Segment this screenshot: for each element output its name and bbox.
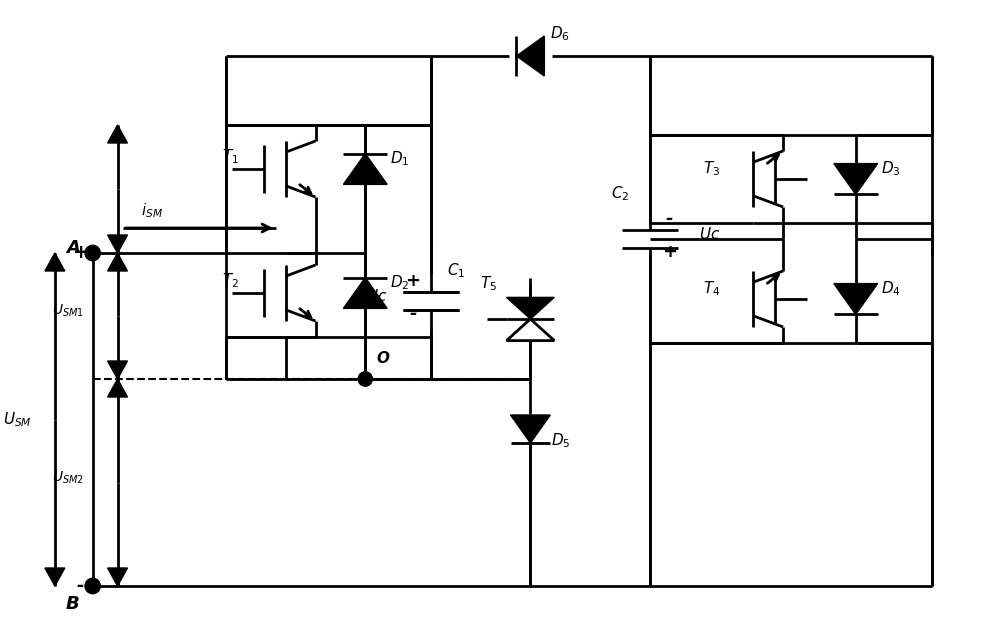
Text: $C_2$: $C_2$	[611, 185, 629, 203]
Circle shape	[358, 372, 372, 386]
Text: $Uc$: $Uc$	[699, 226, 720, 242]
Text: +: +	[405, 272, 421, 290]
Text: $Uc$: $Uc$	[366, 288, 387, 304]
Text: $D_6$: $D_6$	[550, 25, 570, 44]
Polygon shape	[343, 153, 387, 184]
Polygon shape	[516, 36, 544, 76]
Polygon shape	[108, 235, 127, 253]
Text: $D_5$: $D_5$	[551, 432, 570, 451]
Text: $U_{SM2}$: $U_{SM2}$	[52, 469, 84, 486]
Text: +: +	[73, 244, 89, 262]
Text: $D_4$: $D_4$	[881, 280, 900, 298]
Text: $T_5$: $T_5$	[480, 274, 497, 293]
Circle shape	[86, 579, 100, 593]
Polygon shape	[507, 297, 554, 319]
Text: $U_{SM1}$: $U_{SM1}$	[52, 303, 84, 319]
Polygon shape	[834, 283, 878, 314]
Text: -: -	[409, 305, 417, 323]
Text: -: -	[666, 210, 673, 228]
Text: $T_1$: $T_1$	[222, 148, 239, 167]
Polygon shape	[834, 163, 878, 194]
Circle shape	[86, 579, 100, 593]
Text: B: B	[66, 595, 80, 613]
Text: -: -	[77, 577, 84, 595]
Text: $U_{SM}$: $U_{SM}$	[3, 410, 31, 429]
Text: $T_3$: $T_3$	[703, 160, 720, 179]
Polygon shape	[108, 125, 127, 143]
Text: $T_2$: $T_2$	[222, 272, 239, 290]
Polygon shape	[108, 361, 127, 379]
Text: $D_3$: $D_3$	[881, 160, 900, 179]
Text: $C_1$: $C_1$	[447, 262, 465, 280]
Text: +: +	[662, 243, 677, 261]
Circle shape	[358, 372, 372, 386]
Polygon shape	[507, 319, 554, 341]
Polygon shape	[108, 568, 127, 586]
Polygon shape	[45, 568, 65, 586]
Text: $T_4$: $T_4$	[703, 280, 720, 298]
Polygon shape	[108, 253, 127, 271]
Text: O: O	[377, 351, 390, 367]
Polygon shape	[511, 415, 550, 443]
Circle shape	[86, 246, 100, 260]
Circle shape	[86, 246, 100, 260]
Text: $i_{SM}$: $i_{SM}$	[141, 202, 163, 220]
Text: A: A	[66, 239, 80, 257]
Text: $D_2$: $D_2$	[390, 274, 410, 292]
Polygon shape	[45, 253, 65, 271]
Polygon shape	[108, 379, 127, 397]
Polygon shape	[343, 278, 387, 309]
Text: $D_1$: $D_1$	[390, 150, 410, 168]
